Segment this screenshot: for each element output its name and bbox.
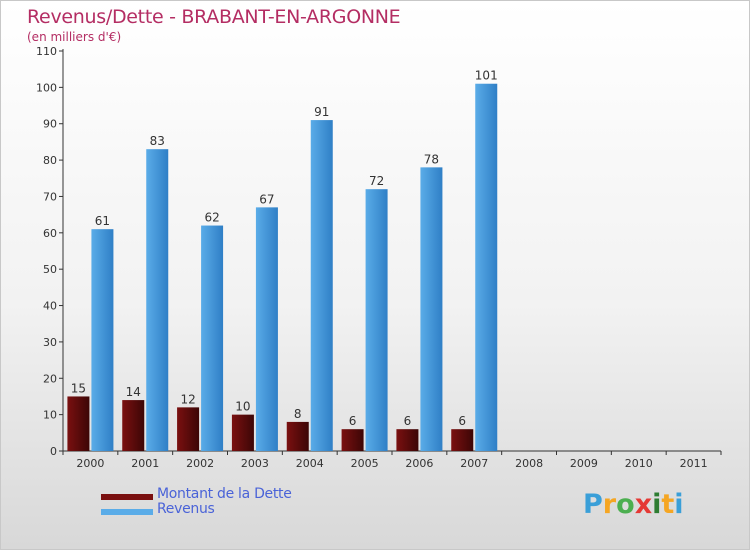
chart-title: Revenus/Dette - BRABANT-EN-ARGONNE	[27, 6, 401, 28]
x-tick-label: 2000	[76, 457, 104, 470]
x-tick-label: 2001	[131, 457, 159, 470]
logo-letter: r	[602, 489, 617, 520]
bar-debt-label: 14	[126, 385, 141, 399]
bar-revenue	[420, 167, 443, 451]
bar-debt	[286, 421, 309, 451]
bar-debt-label: 10	[235, 400, 250, 414]
bar-debt-label: 8	[294, 407, 302, 421]
bar-revenue	[475, 83, 498, 452]
y-tick-label: 100	[36, 81, 57, 94]
bar-revenue	[255, 207, 278, 451]
logo-letter: P	[583, 489, 603, 520]
y-tick-label: 110	[36, 45, 57, 58]
legend-swatch-debt	[101, 494, 153, 500]
bar-revenue-label: 61	[95, 214, 110, 228]
legend-label-debt: Montant de la Dette	[157, 486, 292, 502]
bar-revenue-label: 78	[424, 152, 439, 166]
chart-subtitle: (en milliers d'€)	[27, 30, 122, 44]
bar-debt-label: 15	[71, 381, 86, 395]
bar-revenue	[310, 120, 333, 451]
y-tick-label: 10	[43, 409, 57, 422]
x-tick-label: 2010	[625, 457, 653, 470]
y-tick-label: 30	[43, 336, 57, 349]
logo-letter: t	[661, 489, 675, 520]
logo-letter: x	[634, 489, 653, 520]
bar-revenue	[91, 229, 114, 451]
y-tick-label: 80	[43, 154, 57, 167]
x-tick-label: 2003	[241, 457, 269, 470]
proxiti-logo: Proxiti	[583, 489, 684, 520]
x-tick-label: 2007	[460, 457, 488, 470]
bar-debt-label: 6	[458, 414, 466, 428]
bar-debt	[67, 396, 90, 451]
x-tick-label: 2004	[296, 457, 324, 470]
logo-letter: i	[674, 489, 684, 520]
bar-revenue-label: 62	[204, 211, 219, 225]
bar-debt	[177, 407, 200, 451]
logo-letter: i	[652, 489, 662, 520]
bar-revenue-label: 67	[259, 192, 274, 206]
bar-revenue	[365, 189, 388, 451]
y-tick-label: 70	[43, 190, 57, 203]
y-tick-label: 20	[43, 372, 57, 385]
bar-revenue-label: 83	[150, 134, 165, 148]
bar-debt	[122, 400, 145, 451]
bar-revenue-label: 72	[369, 174, 384, 188]
bar-revenue	[201, 225, 224, 451]
bar-debt	[231, 414, 254, 451]
bar-debt-label: 6	[349, 414, 357, 428]
bar-debt	[341, 429, 364, 451]
x-tick-label: 2002	[186, 457, 214, 470]
bar-debt	[396, 429, 419, 451]
x-tick-label: 2006	[405, 457, 433, 470]
bar-revenue	[146, 149, 169, 451]
logo-letter: o	[616, 489, 635, 520]
bar-debt	[451, 429, 474, 451]
x-tick-label: 2009	[570, 457, 598, 470]
y-tick-label: 60	[43, 227, 57, 240]
bar-debt-label: 12	[180, 392, 195, 406]
y-tick-label: 40	[43, 300, 57, 313]
y-tick-label: 0	[50, 445, 57, 458]
y-tick-label: 50	[43, 263, 57, 276]
legend-label-revenue: Revenus	[157, 501, 215, 517]
legend-swatch-revenue	[101, 509, 153, 515]
bar-debt-label: 6	[404, 414, 412, 428]
x-tick-label: 2008	[515, 457, 543, 470]
bar-revenue-label: 101	[475, 69, 498, 83]
bar-revenue-label: 91	[314, 105, 329, 119]
y-tick-label: 90	[43, 118, 57, 131]
x-tick-label: 2011	[680, 457, 708, 470]
x-tick-label: 2005	[351, 457, 379, 470]
